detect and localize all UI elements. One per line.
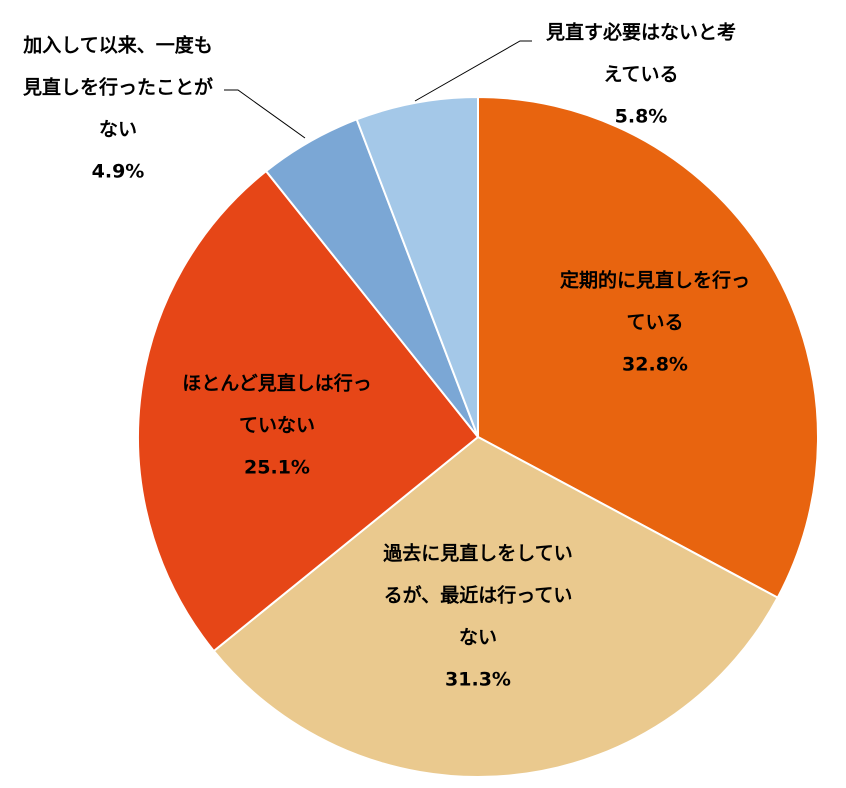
slice-label-line: ていない xyxy=(239,415,315,437)
pie-slices xyxy=(136,95,820,779)
leader-line-5 xyxy=(414,40,532,102)
slice-label-line: 見直す必要はないと考 xyxy=(546,21,736,44)
slice-label-line: 定期的に見直しを行っ xyxy=(560,269,750,292)
slice-value-label: 25.1% xyxy=(244,457,310,479)
slice-label-line: 過去に見直しをしてい xyxy=(383,542,572,565)
pie-slice-1 xyxy=(477,95,820,600)
leader-lines xyxy=(224,40,532,139)
leader-line-4 xyxy=(224,89,306,139)
slice-label-line: 見直しを行ったことが xyxy=(23,76,213,99)
pie-slice-3 xyxy=(136,169,480,653)
slice-value-label: 4.9% xyxy=(92,161,145,183)
pie-slice-5 xyxy=(355,95,479,438)
slice-label-line: るが、最近は行ってい xyxy=(384,584,573,607)
slice-value-label: 5.8% xyxy=(615,106,668,128)
slice-label-line: ている xyxy=(626,312,683,334)
slice-label-line: ほとんど見直しは行っ xyxy=(182,372,371,395)
slice-value-label: 31.3% xyxy=(445,669,511,691)
slice-label-line: ない xyxy=(459,627,497,649)
slice-label-line: ない xyxy=(99,119,137,141)
slice-label-line: 加入して以来、一度も xyxy=(22,34,212,57)
slice-labels: 定期的に見直しを行っている32.8%過去に見直しをしているが、最近は行っていない… xyxy=(22,21,750,691)
slice-value-label: 32.8% xyxy=(622,354,688,376)
slice-label-line: えている xyxy=(603,64,678,86)
pie-slice-2 xyxy=(212,435,780,779)
